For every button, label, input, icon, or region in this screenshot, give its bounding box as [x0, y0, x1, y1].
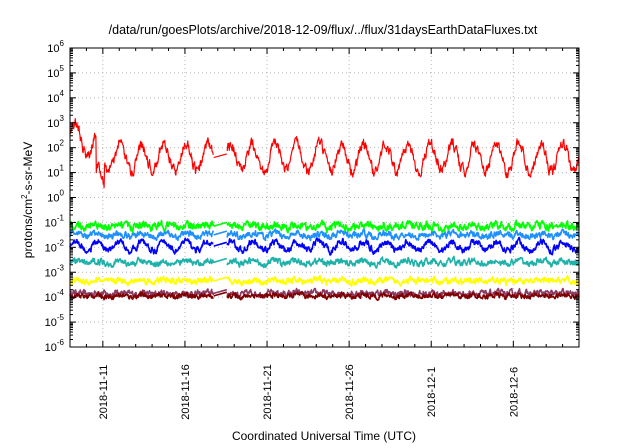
- y-tick-label: 102: [47, 139, 64, 155]
- grid-lines: [70, 48, 579, 347]
- y-axis-label-main: protons/cm: [21, 199, 35, 258]
- y-tick-exponent: 3: [60, 114, 65, 123]
- y-tick-exponent: -6: [57, 338, 65, 347]
- y-tick-label: 103: [47, 114, 64, 130]
- y-tick-label: 10-4: [45, 288, 65, 304]
- axis-ticks: [69, 47, 580, 348]
- y-axis-label: protons/cm2-s-sr-MeV: [20, 142, 35, 258]
- y-tick-base: 10: [47, 68, 59, 80]
- y-tick-label: 10-6: [45, 338, 65, 354]
- y-tick-label: 10-5: [45, 313, 65, 329]
- x-tick-label: 2018-12-1: [426, 367, 438, 417]
- y-tick-base: 10: [45, 292, 57, 304]
- y-tick-base: 10: [47, 193, 59, 205]
- y-tick-base: 10: [47, 168, 59, 180]
- y-tick-label: 106: [47, 39, 64, 55]
- y-tick-exponent: -2: [57, 238, 65, 247]
- flux-series-line: [69, 228, 580, 242]
- y-tick-exponent: -4: [57, 288, 65, 297]
- y-tick-base: 10: [47, 43, 59, 55]
- x-tick-label: 2018-12-6: [508, 367, 520, 417]
- data-series: [69, 118, 580, 302]
- y-tick-base: 10: [45, 267, 57, 279]
- y-tick-exponent: 2: [60, 139, 65, 148]
- y-tick-label: 10-3: [45, 263, 65, 279]
- y-tick-base: 10: [47, 118, 59, 130]
- y-tick-label: 104: [47, 89, 64, 105]
- y-tick-exponent: -1: [57, 213, 65, 222]
- y-tick-label: 10-2: [45, 238, 65, 254]
- flux-series-line: [69, 219, 580, 234]
- x-tick-label: 2018-11-11: [98, 365, 110, 420]
- y-tick-exponent: 0: [60, 189, 65, 198]
- flux-series-line: [69, 118, 580, 189]
- y-axis-label-sup: 2: [20, 194, 29, 199]
- x-axis-label: Coordinated Universal Time (UTC): [232, 429, 416, 443]
- y-tick-base: 10: [47, 93, 59, 105]
- y-tick-label: 100: [47, 189, 64, 205]
- y-tick-label: 105: [47, 64, 64, 80]
- x-tick-labels: 2018-11-11 2018-11-16 2018-11-21 2018-11-26…: [98, 364, 520, 419]
- flux-series-line: [69, 236, 580, 256]
- y-tick-exponent: 6: [60, 39, 65, 48]
- y-tick-label: 101: [47, 164, 64, 180]
- y-axis-label-rest: -s-sr-MeV: [21, 142, 35, 195]
- y-tick-labels: 10-610-510-410-310-210-11001011021031041…: [45, 39, 65, 354]
- y-tick-exponent: 1: [60, 164, 65, 173]
- y-tick-exponent: -5: [57, 313, 65, 322]
- y-tick-base: 10: [45, 242, 57, 254]
- y-tick-base: 10: [45, 217, 57, 229]
- y-tick-base: 10: [47, 143, 59, 155]
- y-tick-label: 10-1: [45, 213, 65, 229]
- y-tick-exponent: -3: [57, 263, 65, 272]
- chart-title: /data/run/goesPlots/archive/2018-12-09/f…: [109, 23, 538, 37]
- x-tick-label: 2018-11-21: [262, 364, 274, 419]
- flux-series-line: [69, 255, 580, 269]
- x-tick-label: 2018-11-16: [180, 364, 192, 419]
- flux-series-line: [69, 291, 580, 302]
- y-tick-base: 10: [45, 317, 57, 329]
- y-tick-base: 10: [45, 342, 57, 354]
- flux-series-line: [69, 274, 580, 288]
- x-tick-label: 2018-11-26: [344, 364, 356, 419]
- y-tick-exponent: 5: [60, 64, 65, 73]
- y-tick-exponent: 4: [60, 89, 65, 98]
